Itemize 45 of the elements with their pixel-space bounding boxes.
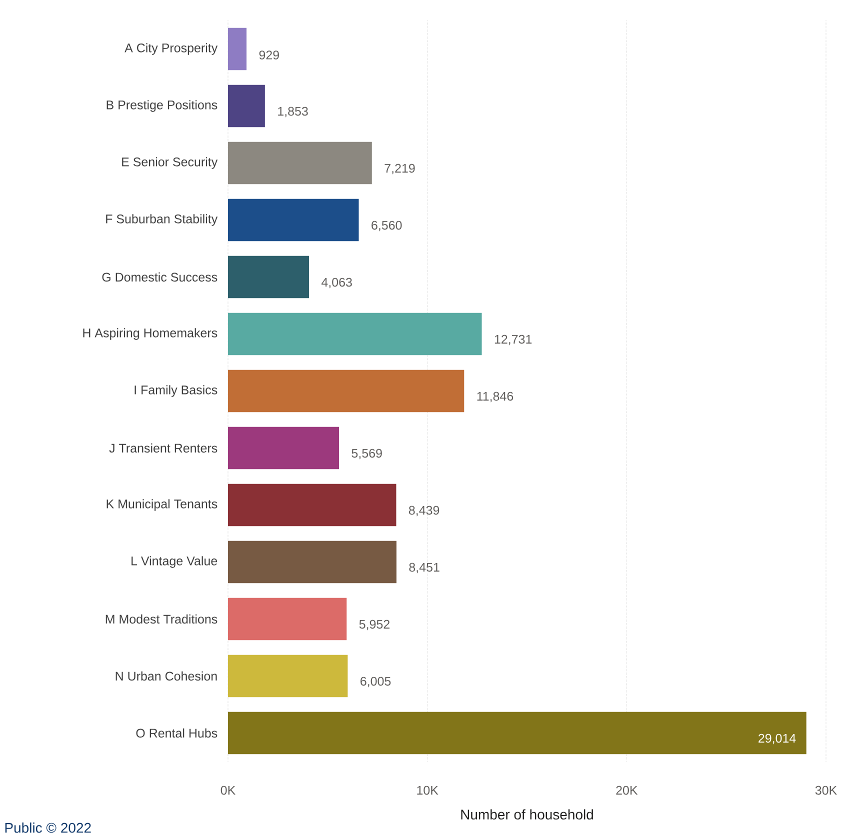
- bar: [228, 142, 372, 184]
- bar: [228, 256, 309, 298]
- y-tick-label: L Vintage Value: [132, 556, 218, 568]
- y-tick-label: B Prestige Positions: [106, 100, 218, 112]
- y-tick-label: N Urban Cohesion: [116, 671, 217, 681]
- y-tick-label: H Aspiring Homemakers: [83, 328, 218, 340]
- y-tick-label: E Senior Security: [122, 157, 218, 169]
- bar: [228, 484, 396, 526]
- data-label: 8,451: [409, 562, 440, 574]
- text: Public © 2022: [5, 822, 91, 833]
- x-tick-label: 30K: [815, 786, 837, 795]
- data-label: 11,846: [477, 392, 514, 402]
- bar: [228, 654, 348, 698]
- data-label: 5,952: [359, 620, 390, 630]
- x-axis-title: Number of household: [461, 809, 594, 820]
- data-label: 12,731: [494, 334, 532, 346]
- x-tick-label: 0K: [220, 786, 236, 795]
- data-label: 7,219: [384, 164, 415, 174]
- bar: [228, 598, 347, 640]
- y-tick-label: K Municipal Tenants: [106, 499, 218, 511]
- bar: [228, 540, 396, 584]
- y-tick-label: G Domestic Success: [102, 272, 218, 282]
- data-label: 1,853: [278, 106, 308, 118]
- data-label: 29,014: [758, 734, 796, 744]
- data-label: 929: [259, 50, 279, 60]
- y-tick-label: O Rental Hubs: [136, 728, 218, 738]
- data-label: 5,569: [352, 448, 382, 460]
- y-tick-label: A City Prosperity: [124, 43, 218, 55]
- y-tick-label: M Modest Traditions: [106, 614, 218, 624]
- x-tick-label: 20K: [616, 786, 638, 795]
- bar: [228, 198, 359, 242]
- y-tick-label: J Transient Renters: [109, 443, 218, 453]
- bar: [228, 28, 247, 70]
- data-label: 6,560: [372, 220, 402, 232]
- bar: [228, 426, 340, 470]
- bar: [228, 712, 806, 754]
- data-label: 8,439: [408, 506, 440, 516]
- bar: [228, 370, 464, 412]
- data-label: 6,005: [360, 676, 391, 688]
- bar: [228, 312, 482, 356]
- bar: [228, 84, 265, 128]
- data-label: 4,063: [321, 278, 352, 288]
- x-tick-label: 10K: [417, 786, 438, 795]
- y-tick-label: F Suburban Stability: [106, 214, 218, 226]
- y-tick-label: I Family Basics: [134, 385, 218, 397]
